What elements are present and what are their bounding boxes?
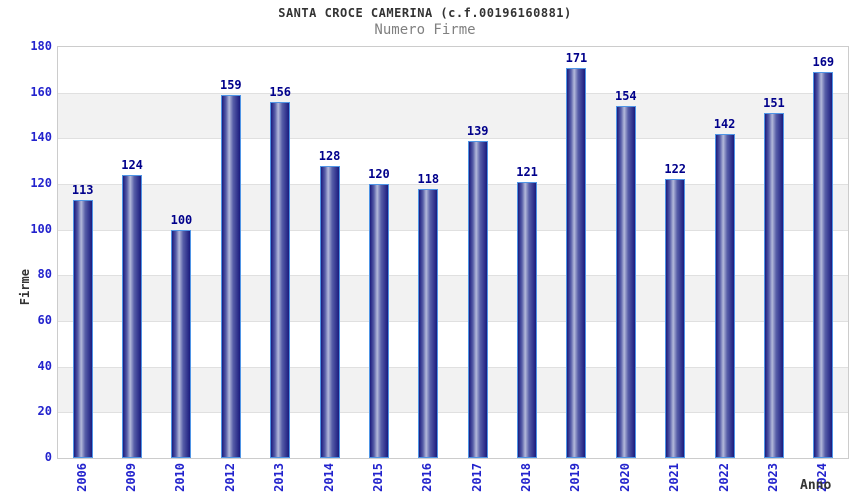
bar-value-label: 121 bbox=[516, 164, 538, 179]
x-tick-label: 2022 bbox=[716, 463, 731, 492]
y-tick-label: 20 bbox=[37, 404, 52, 419]
bar bbox=[665, 179, 686, 458]
bar bbox=[270, 101, 291, 458]
x-tick-label: 2019 bbox=[568, 463, 583, 492]
bar-value-label: 171 bbox=[565, 50, 588, 65]
bar-value-label: 156 bbox=[269, 84, 292, 99]
x-tick-label: 2013 bbox=[272, 463, 287, 492]
chart-subtitle: Numero Firme bbox=[374, 22, 476, 38]
bar bbox=[517, 181, 538, 458]
x-tick-label: 2015 bbox=[370, 463, 385, 492]
y-tick-label: 120 bbox=[30, 176, 52, 190]
plot-area: 113 124 100 159 156 128 120 118 139 121 171 154 122 1… bbox=[57, 46, 849, 459]
bar-value-label: 128 bbox=[318, 148, 341, 163]
bar bbox=[813, 72, 834, 458]
bar-value-label: 118 bbox=[417, 171, 440, 186]
bar bbox=[72, 199, 93, 458]
bar bbox=[467, 140, 488, 458]
bar bbox=[122, 174, 143, 458]
x-tick-label: 2010 bbox=[173, 463, 188, 492]
gridline bbox=[58, 229, 848, 231]
bar-value-label: 159 bbox=[219, 77, 242, 92]
bar bbox=[615, 106, 636, 458]
x-tick-label: 2016 bbox=[420, 463, 435, 492]
x-tick-label: 2009 bbox=[124, 463, 139, 492]
bar-value-label: 100 bbox=[170, 212, 193, 227]
bar-value-label: 151 bbox=[763, 96, 785, 111]
y-tick-label: 40 bbox=[37, 358, 52, 373]
bar-value-label: 139 bbox=[466, 123, 489, 138]
x-tick-label: 2017 bbox=[469, 463, 484, 492]
bar bbox=[319, 165, 340, 458]
x-tick-label: 2014 bbox=[321, 463, 336, 492]
gridline bbox=[58, 366, 848, 368]
plot-band bbox=[58, 92, 848, 139]
gridline bbox=[58, 138, 848, 140]
bar bbox=[171, 229, 192, 458]
bar bbox=[220, 94, 241, 458]
y-tick-label: 160 bbox=[30, 84, 52, 99]
x-tick-label: 2023 bbox=[765, 463, 780, 492]
gridline bbox=[58, 92, 848, 94]
bar bbox=[566, 67, 587, 458]
y-tick-label: 180 bbox=[30, 39, 52, 53]
gridline bbox=[58, 275, 848, 277]
bar-value-label: 122 bbox=[664, 162, 687, 177]
gridline bbox=[58, 321, 848, 322]
x-axis-label: Anno bbox=[800, 478, 832, 493]
bar-value-label: 169 bbox=[812, 55, 835, 70]
y-tick-label: 100 bbox=[30, 221, 52, 236]
bar-value-label: 120 bbox=[368, 167, 390, 181]
x-tick-label: 2018 bbox=[519, 463, 534, 492]
bar-value-label: 154 bbox=[614, 89, 637, 104]
x-tick-label: 2012 bbox=[222, 463, 237, 492]
bar-value-label: 142 bbox=[713, 116, 736, 131]
x-tick-label: 2020 bbox=[617, 463, 632, 492]
bar-value-label: 124 bbox=[121, 157, 143, 172]
bar-value-label: 113 bbox=[71, 182, 94, 197]
y-tick-label: 0 bbox=[44, 450, 52, 464]
x-tick-label: 2021 bbox=[667, 463, 682, 492]
bar bbox=[763, 113, 784, 458]
gridline bbox=[58, 412, 848, 414]
x-tick-label: 2006 bbox=[74, 463, 89, 492]
bar bbox=[418, 188, 439, 458]
bar bbox=[368, 184, 389, 458]
bar bbox=[714, 133, 735, 458]
y-tick-label: 60 bbox=[37, 313, 52, 327]
chart-title: SANTA CROCE CAMERINA (c.f.00196160881) bbox=[278, 6, 572, 20]
gridline bbox=[58, 184, 848, 185]
y-tick-label: 140 bbox=[30, 130, 52, 145]
y-tick-label: 80 bbox=[37, 267, 52, 282]
